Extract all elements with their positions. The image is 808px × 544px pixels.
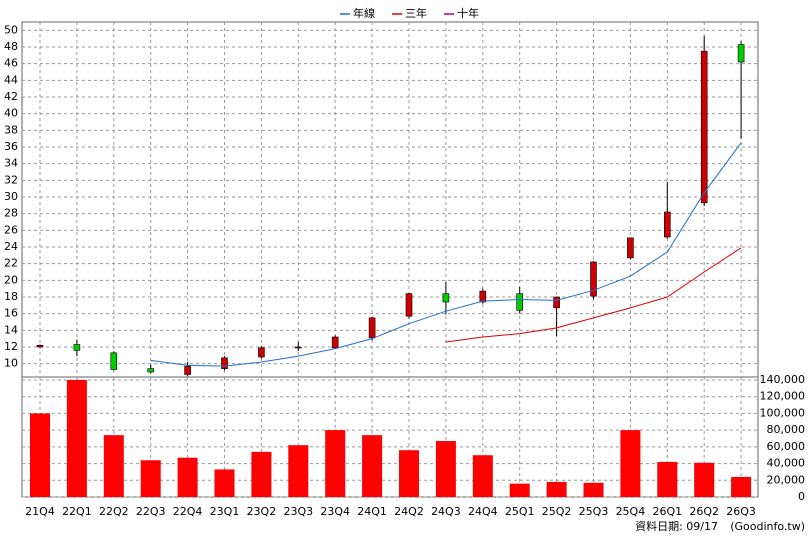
x-tick-label: 24Q3 bbox=[431, 505, 461, 518]
x-tick-label: 22Q1 bbox=[62, 505, 92, 518]
y-tick-label: 14 bbox=[4, 323, 18, 336]
bar bbox=[140, 460, 161, 497]
line-series bbox=[445, 247, 742, 343]
y-tick-label: 16 bbox=[4, 307, 18, 320]
candle-body bbox=[331, 336, 339, 349]
y-tick-label: 18 bbox=[4, 290, 18, 303]
candle-body bbox=[516, 293, 524, 311]
legend-label: 三年 bbox=[405, 6, 427, 20]
y-tick-label: 0 bbox=[798, 490, 805, 503]
bar bbox=[177, 457, 198, 497]
bar bbox=[251, 451, 272, 497]
candle-body bbox=[110, 352, 118, 370]
candle-body bbox=[442, 293, 450, 303]
candle-body bbox=[147, 368, 154, 373]
y-tick-label: 10 bbox=[4, 357, 18, 370]
y-tick-label: 36 bbox=[4, 140, 18, 153]
bar bbox=[362, 435, 383, 497]
candle-body bbox=[590, 261, 597, 297]
candle-body bbox=[479, 290, 487, 303]
x-tick-label: 23Q4 bbox=[320, 505, 350, 518]
y-tick-label: 46 bbox=[4, 57, 18, 70]
bar bbox=[620, 430, 641, 497]
candle-body bbox=[553, 296, 560, 309]
y-tick-label: 40 bbox=[4, 107, 18, 120]
source: (Goodinfo.tw) bbox=[730, 520, 805, 533]
y-tick-label: 22 bbox=[4, 257, 18, 270]
x-tick-label: 24Q1 bbox=[357, 505, 387, 518]
y-tick-label: 38 bbox=[4, 123, 18, 136]
bar bbox=[694, 462, 715, 497]
bar bbox=[657, 461, 678, 497]
y-tick-label: 30 bbox=[4, 190, 18, 203]
candle-body bbox=[663, 211, 671, 238]
x-tick-label: 25Q1 bbox=[505, 505, 535, 518]
x-tick-label: 23Q3 bbox=[283, 505, 313, 518]
bar bbox=[546, 481, 567, 497]
x-tick-label: 25Q4 bbox=[616, 505, 646, 518]
candle-body bbox=[294, 346, 302, 349]
candle-body bbox=[700, 50, 708, 204]
x-tick-label: 23Q2 bbox=[247, 505, 277, 518]
bar bbox=[509, 483, 530, 497]
y-tick-label: 20 bbox=[4, 273, 18, 286]
x-tick-label: 24Q4 bbox=[468, 505, 498, 518]
x-tick-label: 26Q3 bbox=[726, 505, 756, 518]
y-tick-label: 120,000 bbox=[760, 390, 806, 403]
x-tick-label: 22Q2 bbox=[99, 505, 129, 518]
candle-body bbox=[258, 347, 265, 358]
line-series bbox=[150, 142, 742, 367]
bar bbox=[66, 380, 87, 497]
x-tick-label: 25Q3 bbox=[579, 505, 609, 518]
candle-body bbox=[73, 344, 81, 351]
bar bbox=[103, 435, 124, 497]
x-tick-label: 21Q4 bbox=[25, 505, 55, 518]
y-tick-label: 50 bbox=[4, 23, 18, 36]
y-tick-label: 26 bbox=[4, 223, 18, 236]
bar bbox=[214, 469, 235, 497]
x-tick-label: 22Q4 bbox=[173, 505, 203, 518]
bar bbox=[288, 445, 309, 497]
y-tick-label: 42 bbox=[4, 90, 18, 103]
x-tick-label: 26Q2 bbox=[689, 505, 719, 518]
candle-body bbox=[737, 44, 745, 63]
candle-body bbox=[627, 237, 634, 259]
date-note: 資料日期: 09/17 bbox=[635, 519, 718, 533]
candle-body bbox=[36, 345, 44, 348]
y-tick-label: 80,000 bbox=[767, 423, 806, 436]
y-tick-label: 32 bbox=[4, 173, 18, 186]
y-tick-label: 28 bbox=[4, 207, 18, 220]
y-tick-label: 100,000 bbox=[760, 406, 806, 419]
y-tick-label: 140,000 bbox=[760, 373, 806, 386]
legend-label: 十年 bbox=[457, 6, 479, 20]
candle-body bbox=[368, 317, 376, 339]
bar bbox=[435, 441, 456, 497]
y-tick-label: 40,000 bbox=[767, 457, 806, 470]
bar bbox=[325, 430, 346, 497]
x-tick-label: 26Q1 bbox=[652, 505, 682, 518]
y-tick-label: 60,000 bbox=[767, 440, 806, 453]
x-tick-label: 22Q3 bbox=[136, 505, 166, 518]
bar bbox=[731, 476, 752, 497]
y-tick-label: 24 bbox=[4, 240, 18, 253]
bar bbox=[30, 413, 50, 497]
y-tick-label: 48 bbox=[4, 40, 18, 53]
candle-body bbox=[405, 293, 413, 317]
legend-label: 年線 bbox=[353, 6, 375, 20]
y-tick-label: 44 bbox=[4, 73, 18, 86]
bar bbox=[399, 450, 419, 497]
y-tick-label: 12 bbox=[4, 340, 18, 353]
bar bbox=[472, 455, 493, 497]
candle-body bbox=[221, 357, 228, 369]
y-tick-label: 34 bbox=[4, 157, 18, 170]
x-tick-label: 23Q1 bbox=[210, 505, 240, 518]
x-tick-label: 25Q2 bbox=[542, 505, 572, 518]
plot-frame bbox=[21, 21, 759, 498]
y-tick-label: 20,000 bbox=[767, 473, 806, 486]
bar bbox=[583, 482, 604, 497]
candle-body bbox=[184, 365, 191, 375]
x-tick-label: 24Q2 bbox=[394, 505, 424, 518]
